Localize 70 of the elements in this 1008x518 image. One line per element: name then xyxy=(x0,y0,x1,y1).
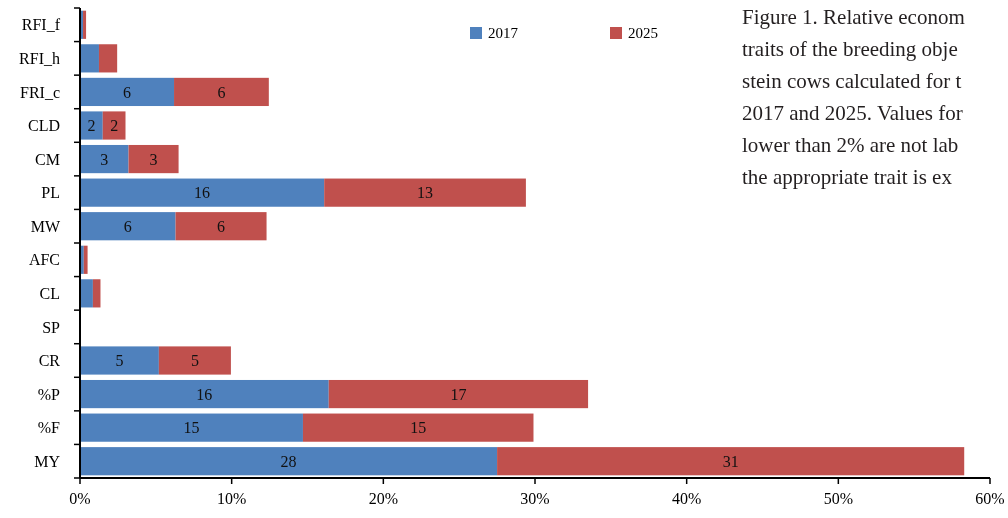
bar xyxy=(83,245,88,274)
data-label: 6 xyxy=(123,217,132,235)
bar xyxy=(80,144,129,174)
data-label: 16 xyxy=(196,385,213,403)
x-tick-label: 0% xyxy=(69,490,91,507)
bar xyxy=(328,379,589,409)
bar xyxy=(80,212,176,241)
legend-label: 2017 xyxy=(488,25,519,42)
x-tick-label: 20% xyxy=(368,490,398,507)
y-tick-label: PL xyxy=(41,184,60,202)
bar xyxy=(174,77,269,107)
x-tick-label: 10% xyxy=(217,490,247,507)
annotation: lower than 2% are not lab xyxy=(742,133,959,157)
annotation: the appropriate trait is ex xyxy=(742,165,953,189)
legend-label: 2025 xyxy=(628,25,658,42)
bar xyxy=(80,346,159,375)
annotation: traits of the breeding obje xyxy=(742,37,958,61)
bar xyxy=(98,44,118,73)
y-tick-label: CR xyxy=(38,352,61,370)
data-label: 6 xyxy=(217,217,226,235)
data-label: 17 xyxy=(450,385,467,403)
x-tick-label: 40% xyxy=(672,490,702,507)
data-label: 13 xyxy=(417,184,434,202)
data-label: 15 xyxy=(183,419,200,437)
data-label: 31 xyxy=(722,452,739,470)
bar xyxy=(80,111,103,140)
data-label: 6 xyxy=(217,83,226,101)
y-tick-label: CL xyxy=(39,284,60,302)
bar xyxy=(80,379,329,409)
bar xyxy=(302,413,534,442)
x-tick-label: 50% xyxy=(823,490,853,507)
x-tick-label: 60% xyxy=(975,490,1005,507)
y-tick-label: CM xyxy=(35,150,60,168)
bar xyxy=(80,447,498,476)
bar xyxy=(80,44,99,73)
data-label: 28 xyxy=(280,452,297,470)
y-tick-label: FRI_c xyxy=(20,83,60,101)
y-tick-label: AFC xyxy=(28,251,60,269)
y-tick-label: MY xyxy=(34,452,61,470)
annotation: stein cows calculated for t xyxy=(742,69,962,93)
bar xyxy=(102,111,126,140)
data-label: 3 xyxy=(100,150,109,168)
data-label: 2 xyxy=(110,117,119,135)
bar xyxy=(158,346,231,375)
data-label: 16 xyxy=(194,184,211,202)
data-label: 3 xyxy=(149,150,158,168)
y-tick-label: SP xyxy=(42,318,61,336)
y-tick-label: MW xyxy=(30,217,61,235)
bar xyxy=(80,413,303,442)
bar xyxy=(175,212,267,241)
data-label: 5 xyxy=(115,352,124,370)
annotation: 2017 and 2025. Values for xyxy=(742,101,963,125)
y-tick-label: RFI_f xyxy=(21,16,61,34)
x-tick-label: 30% xyxy=(520,490,550,507)
y-tick-label: CLD xyxy=(28,117,60,135)
bar xyxy=(80,77,175,107)
bar xyxy=(128,144,179,174)
bar xyxy=(92,279,101,308)
data-label: 15 xyxy=(410,419,427,437)
bar xyxy=(324,178,526,207)
data-label: 6 xyxy=(123,83,132,101)
bar xyxy=(80,279,93,308)
data-label: 5 xyxy=(190,352,199,370)
bar xyxy=(80,178,325,207)
data-label: 2 xyxy=(87,117,96,135)
bar xyxy=(497,447,965,476)
y-tick-label: %P xyxy=(37,385,61,403)
y-tick-label: %F xyxy=(37,419,61,437)
y-tick-label: RFI_h xyxy=(19,49,60,67)
annotation: Figure 1. Relative econom xyxy=(742,5,965,29)
